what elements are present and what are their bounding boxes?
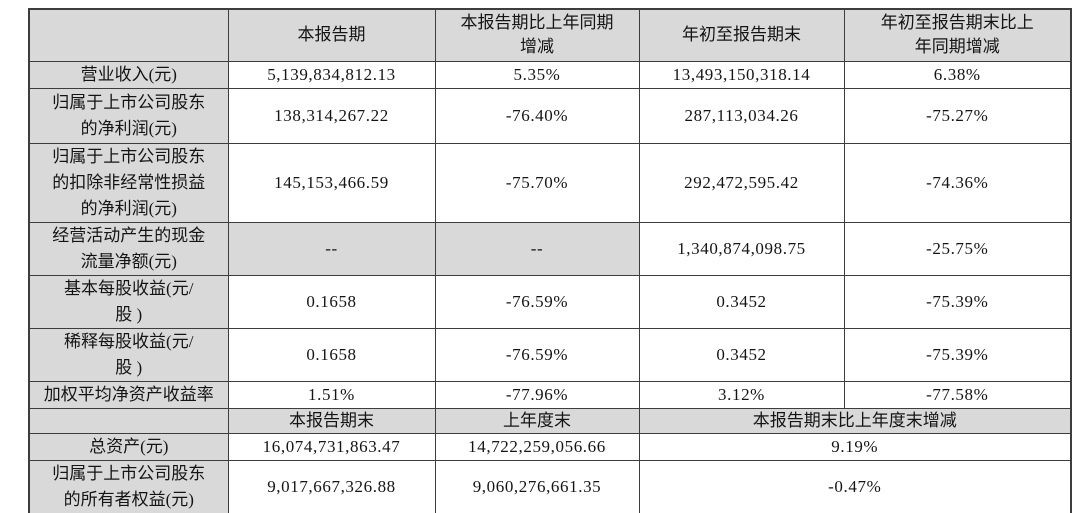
table-row-basic-eps: 基本每股收益(元/ 股 ) 0.1658 -76.59% 0.3452 -75.… — [28, 274, 1072, 329]
row-label: 归属于上市公司股东 的所有者权益(元) — [28, 459, 229, 513]
cell-value: 9,017,667,326.88 — [227, 459, 436, 513]
cell-value: 0.3452 — [638, 327, 845, 382]
row-label: 归属于上市公司股东 的净利润(元) — [28, 87, 229, 144]
row-label: 加权平均净资产收益率 — [28, 380, 229, 409]
row-label: 基本每股收益(元/ 股 ) — [28, 274, 229, 329]
cell-value: -77.96% — [434, 380, 640, 409]
table-row-total-assets: 总资产(元) 16,074,731,863.47 14,722,259,056.… — [28, 432, 1072, 461]
corner-cell — [28, 407, 229, 434]
cell-value: 138,314,267.22 — [227, 87, 436, 144]
row-label: 归属于上市公司股东 的扣除非经常性损益 的净利润(元) — [28, 142, 229, 223]
cell-value: 0.1658 — [227, 327, 436, 382]
cell-value: -76.59% — [434, 274, 640, 329]
cell-value: 14,722,259,056.66 — [434, 432, 640, 461]
corner-cell — [28, 8, 229, 62]
cell-value: -74.36% — [843, 142, 1072, 223]
cell-value: 5,139,834,812.13 — [227, 60, 436, 89]
column-header-year-to-date-change: 年初至报告期末比上 年同期增减 — [843, 8, 1072, 62]
cell-value-na: -- — [434, 221, 640, 276]
column-header-prior-year-end: 上年度末 — [434, 407, 640, 434]
cell-value: -75.39% — [843, 274, 1072, 329]
cell-value: 1,340,874,098.75 — [638, 221, 845, 276]
cell-value: 5.35% — [434, 60, 640, 89]
cell-value: 9.19% — [638, 432, 1072, 461]
column-header-current-period: 本报告期 — [227, 8, 436, 62]
cell-value: 0.3452 — [638, 274, 845, 329]
cell-value: 145,153,466.59 — [227, 142, 436, 223]
cell-value: 0.1658 — [227, 274, 436, 329]
cell-value: -75.39% — [843, 327, 1072, 382]
header-row-period: 本报告期 本报告期比上年同期 增减 年初至报告期末 年初至报告期末比上 年同期增… — [28, 8, 1072, 62]
cell-value: -75.27% — [843, 87, 1072, 144]
cell-value-na: -- — [227, 221, 436, 276]
column-header-current-period-change: 本报告期比上年同期 增减 — [434, 8, 640, 62]
row-label: 经营活动产生的现金 流量净额(元) — [28, 221, 229, 276]
column-header-period-end-change: 本报告期末比上年度末增减 — [638, 407, 1072, 434]
cell-value: 287,113,034.26 — [638, 87, 845, 144]
cell-value: -25.75% — [843, 221, 1072, 276]
table-row-owners-equity: 归属于上市公司股东 的所有者权益(元) 9,017,667,326.88 9,0… — [28, 459, 1072, 513]
table-row-revenue: 营业收入(元) 5,139,834,812.13 5.35% 13,493,15… — [28, 60, 1072, 89]
table-row-weighted-avg-roe: 加权平均净资产收益率 1.51% -77.96% 3.12% -77.58% — [28, 380, 1072, 409]
row-label: 营业收入(元) — [28, 60, 229, 89]
cell-value: 13,493,150,318.14 — [638, 60, 845, 89]
cell-value: 292,472,595.42 — [638, 142, 845, 223]
table-row-diluted-eps: 稀释每股收益(元/ 股 ) 0.1658 -76.59% 0.3452 -75.… — [28, 327, 1072, 382]
header-row-period-end: 本报告期末 上年度末 本报告期末比上年度末增减 — [28, 407, 1072, 434]
row-label: 总资产(元) — [28, 432, 229, 461]
cell-value: 3.12% — [638, 380, 845, 409]
cell-value: -76.59% — [434, 327, 640, 382]
cell-value: 9,060,276,661.35 — [434, 459, 640, 513]
cell-value: 6.38% — [843, 60, 1072, 89]
cell-value: -76.40% — [434, 87, 640, 144]
column-header-period-end: 本报告期末 — [227, 407, 436, 434]
table-row-operating-cash-flow: 经营活动产生的现金 流量净额(元) -- -- 1,340,874,098.75… — [28, 221, 1072, 276]
cell-value: -77.58% — [843, 380, 1072, 409]
table-row-net-profit-excl-nonrecurring: 归属于上市公司股东 的扣除非经常性损益 的净利润(元) 145,153,466.… — [28, 142, 1072, 223]
column-header-year-to-date: 年初至报告期末 — [638, 8, 845, 62]
cell-value: -75.70% — [434, 142, 640, 223]
cell-value: -0.47% — [638, 459, 1072, 513]
row-label: 稀释每股收益(元/ 股 ) — [28, 327, 229, 382]
cell-value: 16,074,731,863.47 — [227, 432, 436, 461]
table-row-net-profit: 归属于上市公司股东 的净利润(元) 138,314,267.22 -76.40%… — [28, 87, 1072, 144]
cell-value: 1.51% — [227, 380, 436, 409]
financial-summary-table: 本报告期 本报告期比上年同期 增减 年初至报告期末 年初至报告期末比上 年同期增… — [28, 8, 1072, 513]
